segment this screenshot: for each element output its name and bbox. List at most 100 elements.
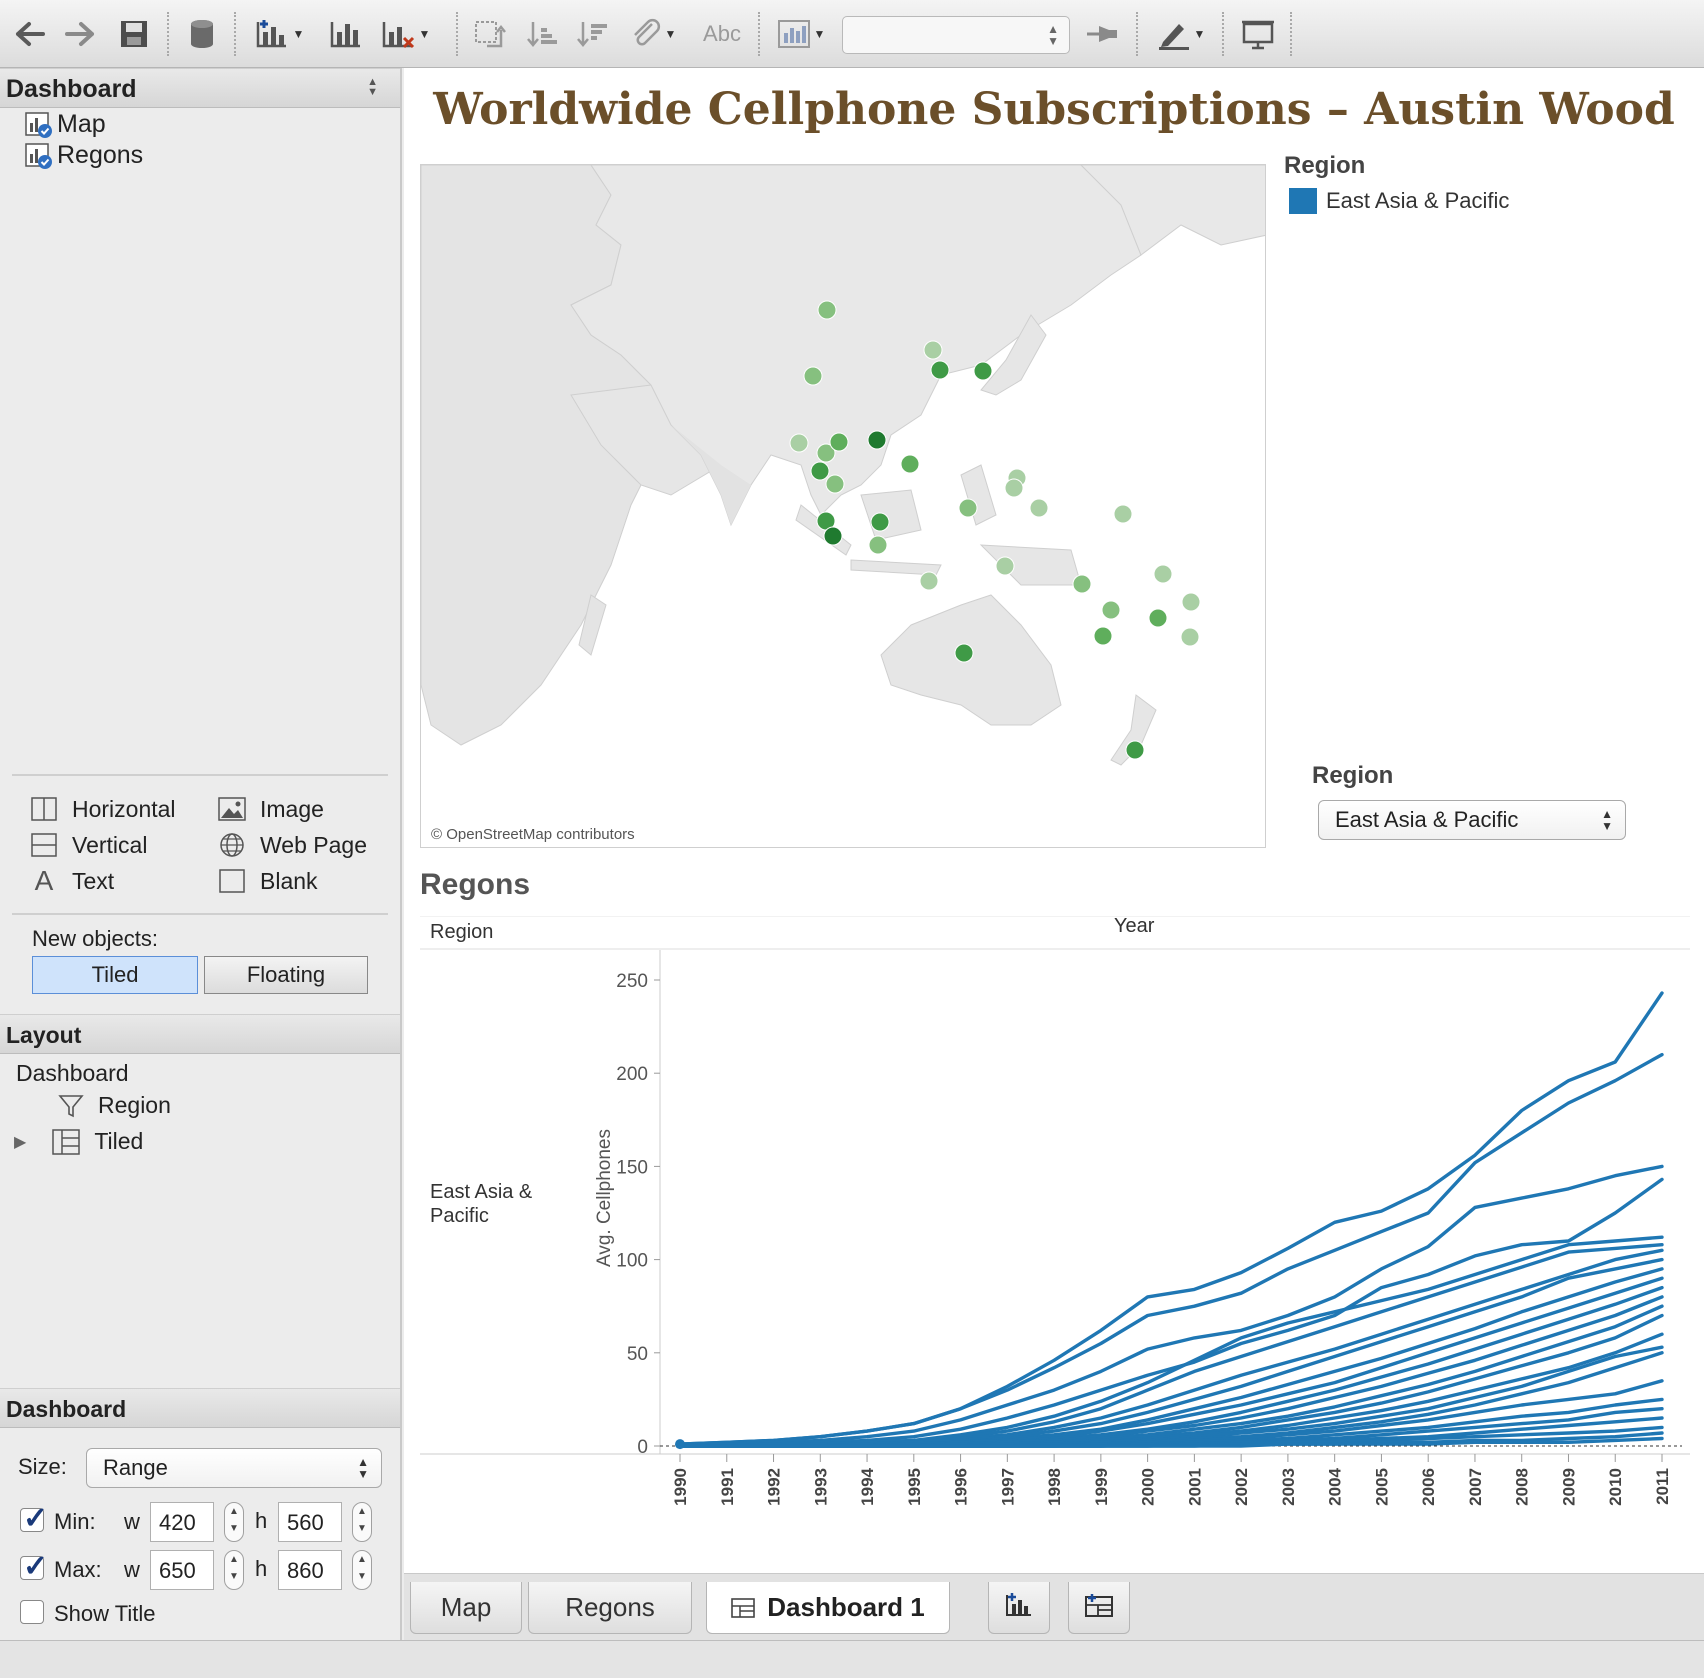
min-height-input[interactable]: 560 — [278, 1502, 342, 1542]
object-blank[interactable]: Blank — [218, 867, 318, 895]
max-width-stepper[interactable]: ▲ ▼ — [224, 1550, 244, 1590]
map-point[interactable] — [923, 340, 943, 360]
map-point[interactable] — [1101, 600, 1121, 620]
map-point[interactable] — [823, 526, 843, 546]
separator — [1222, 12, 1224, 56]
label-icon[interactable]: Abc — [703, 21, 741, 46]
dashboard-title: Worldwide Cellphone Subscriptions – Aust… — [433, 84, 1675, 135]
object-text[interactable]: A Text — [30, 865, 115, 896]
min-height-stepper[interactable]: ▲ ▼ — [352, 1502, 372, 1542]
object-label: Blank — [260, 867, 318, 894]
map-point[interactable] — [867, 430, 887, 450]
size-select[interactable]: Range ▲ ▼ — [86, 1448, 382, 1488]
map-point[interactable] — [1180, 627, 1200, 647]
max-height-input[interactable]: 860 — [278, 1550, 342, 1590]
map-point[interactable] — [829, 432, 849, 452]
map-point[interactable] — [954, 643, 974, 663]
sort-ascending-icon[interactable] — [522, 14, 562, 54]
series-start-point[interactable] — [675, 1439, 685, 1450]
object-web-page[interactable]: Web Page — [218, 831, 367, 859]
floating-button[interactable]: Floating — [204, 956, 368, 994]
map-point[interactable] — [810, 461, 830, 481]
map-point[interactable] — [1004, 478, 1024, 498]
sheet-item-map[interactable]: Map — [25, 110, 106, 139]
new-sheet-icon[interactable]: ▼ — [248, 14, 310, 54]
forward-icon[interactable] — [62, 14, 98, 54]
region-filter-select[interactable]: East Asia & Pacific ▲ ▼ — [1318, 800, 1626, 840]
group-icon[interactable]: ▼ — [622, 14, 684, 54]
map-point[interactable] — [870, 512, 890, 532]
map-point[interactable] — [1181, 592, 1201, 612]
legend-item-label[interactable]: East Asia & Pacific — [1326, 188, 1510, 213]
show-me-icon[interactable]: ▼ — [770, 14, 832, 54]
map-point[interactable] — [868, 535, 888, 555]
layout-tree-dashboard[interactable]: Dashboard — [16, 1060, 129, 1087]
series-line[interactable] — [678, 1177, 1664, 1448]
x-tick-label: 1990 — [671, 1468, 690, 1506]
fit-combo[interactable]: ▲ ▼ — [842, 16, 1070, 54]
clear-sheet-icon[interactable]: ▼ — [374, 14, 436, 54]
min-width-input[interactable]: 420 — [150, 1502, 214, 1542]
series-line[interactable] — [678, 1164, 1664, 1446]
object-vertical[interactable]: Vertical — [30, 831, 147, 859]
series-line[interactable] — [678, 1052, 1664, 1446]
tab-map[interactable]: Map — [410, 1582, 522, 1634]
sheet-item-regons[interactable]: Regons — [25, 141, 143, 170]
map-point[interactable] — [825, 474, 845, 494]
map-point[interactable] — [816, 443, 836, 463]
new-dashboard-button[interactable] — [1068, 1582, 1130, 1634]
layout-tree-tiled[interactable]: ▶ Tiled — [14, 1128, 143, 1155]
map-point[interactable] — [1148, 608, 1168, 628]
y-tick-label: 250 — [616, 971, 648, 992]
max-height-stepper[interactable]: ▲ ▼ — [352, 1550, 372, 1590]
y-tick-label: 0 — [637, 1437, 648, 1458]
new-worksheet-button[interactable] — [988, 1582, 1050, 1634]
size-label: Size: — [18, 1454, 67, 1479]
y-axis-title: Avg. Cellphones — [594, 1129, 615, 1267]
x-tick-label: 1993 — [811, 1468, 830, 1506]
save-icon[interactable] — [116, 14, 152, 54]
back-icon[interactable] — [12, 14, 48, 54]
tiled-button[interactable]: Tiled — [32, 956, 198, 994]
expand-arrow-icon[interactable]: ▶ — [14, 1133, 27, 1151]
object-image[interactable]: Image — [218, 795, 324, 823]
highlight-icon[interactable]: ▼ — [1150, 14, 1212, 54]
map-point[interactable] — [803, 366, 823, 386]
max-width-input[interactable]: 650 — [150, 1550, 214, 1590]
duplicate-sheet-icon[interactable] — [326, 14, 366, 54]
map-point[interactable] — [1093, 626, 1113, 646]
presentation-icon[interactable] — [1238, 14, 1278, 54]
max-checkbox[interactable]: ✓ — [20, 1550, 48, 1583]
tab-dashboard-1[interactable]: Dashboard 1 — [706, 1582, 950, 1634]
swap-icon[interactable] — [470, 14, 510, 54]
map-point[interactable] — [1125, 740, 1145, 760]
map-point[interactable] — [789, 433, 809, 453]
map-point[interactable] — [973, 361, 993, 381]
map-point[interactable] — [930, 360, 950, 380]
map-point[interactable] — [995, 556, 1015, 576]
map-point[interactable] — [958, 498, 978, 518]
pin-icon[interactable] — [1082, 14, 1122, 54]
map-point[interactable] — [1153, 564, 1173, 584]
min-width-stepper[interactable]: ▲ ▼ — [224, 1502, 244, 1542]
tab-regons[interactable]: Regons — [528, 1582, 692, 1634]
map-point[interactable] — [900, 454, 920, 474]
sort-descending-icon[interactable] — [572, 14, 612, 54]
show-title-checkbox[interactable] — [20, 1600, 44, 1624]
map-point[interactable] — [817, 300, 837, 320]
layout-tree-region[interactable]: Region — [58, 1092, 171, 1119]
series-line[interactable] — [678, 991, 1664, 1446]
line-chart[interactable]: Region Year East Asia & Pacific 0 50 100 150 200… — [420, 916, 1690, 1566]
map-point[interactable] — [919, 571, 939, 591]
panel-menu-icon[interactable]: ▲ ▼ — [367, 76, 378, 98]
min-checkbox[interactable]: ✓ — [20, 1502, 48, 1535]
object-horizontal[interactable]: Horizontal — [30, 795, 176, 823]
map-view[interactable]: © OpenStreetMap contributors — [420, 164, 1266, 848]
map-point[interactable] — [1072, 574, 1092, 594]
map-point[interactable] — [1029, 498, 1049, 518]
datasource-icon[interactable] — [184, 14, 220, 54]
dashboard-tab-icon — [731, 1584, 756, 1634]
map-point[interactable] — [1113, 504, 1133, 524]
series-line[interactable] — [678, 1276, 1664, 1448]
series-line[interactable] — [678, 1436, 1664, 1448]
